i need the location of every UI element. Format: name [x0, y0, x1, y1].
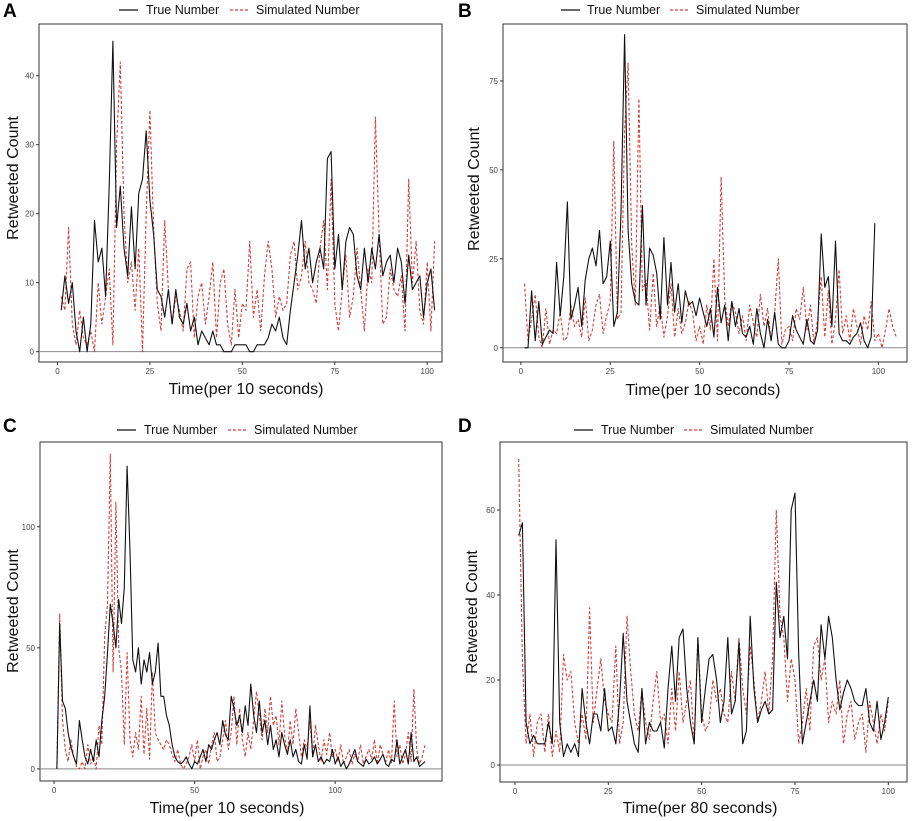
plot-area-b: 0 25 50 75 100 0 25 50 75	[489, 23, 908, 376]
plot-frame	[499, 441, 908, 783]
x-tick-label: 25	[604, 787, 613, 796]
x-tick-label: 0	[52, 786, 57, 795]
legend-c: True Number Simulated Number	[117, 423, 358, 437]
panel-label-d: D	[458, 416, 472, 437]
legend-a: True Number Simulated Number	[119, 3, 360, 17]
y-axis-title-b: Retweeted Count	[466, 127, 483, 251]
legend-true-label: True Number	[144, 423, 217, 437]
legend-true-label: True Number	[146, 3, 219, 17]
x-axis-title-d: Time(per 80 seconds)	[622, 800, 777, 817]
panel-label-b: B	[458, 1, 472, 22]
x-axis-title-c: Time(per 10 seconds)	[149, 800, 304, 817]
panel-b: B True Number Simulated Number Retweeted…	[458, 1, 908, 399]
legend-simulated-label: Simulated Number	[256, 3, 360, 17]
y-tick-label: 100	[22, 523, 36, 532]
series-simulated-number-line	[523, 62, 897, 349]
x-tick-label: 0	[513, 787, 518, 796]
y-tick-label: 50	[489, 166, 498, 175]
x-tick-label: 25	[145, 367, 154, 376]
y-axis-title-d: Retweeted Count	[464, 550, 481, 674]
legend-true-label: True Number	[587, 3, 660, 17]
panel-c: C True Number Simulated Number Retweeted…	[3, 416, 443, 817]
y-tick-label: 20	[25, 210, 34, 219]
plot-area-d: 0 25 50 75 100 0 20 40 60	[486, 441, 908, 796]
y-tick-label: 40	[486, 591, 495, 600]
plot-frame	[39, 441, 443, 782]
y-tick-label: 20	[486, 676, 495, 685]
y-tick-label: 0	[31, 765, 36, 774]
x-tick-label: 0	[519, 367, 524, 376]
x-tick-label: 100	[328, 786, 342, 795]
y-axis-title-c: Retweeted Count	[5, 549, 22, 673]
plot-area-a: 0 25 50 75 100 0 10 20 30 40	[25, 23, 443, 376]
series-simulated-number-line	[518, 458, 889, 758]
y-tick-label: 50	[26, 644, 35, 653]
plot-frame	[502, 23, 908, 363]
x-tick-label: 0	[55, 367, 60, 376]
series-simulated-number-line	[60, 61, 436, 353]
legend-simulated-label: Simulated Number	[710, 423, 814, 437]
x-tick-label: 50	[695, 367, 704, 376]
series-true-number-line	[518, 492, 889, 758]
legend-d: True Number Simulated Number	[574, 423, 814, 437]
y-tick-label: 75	[489, 77, 498, 86]
x-tick-label: 25	[606, 367, 615, 376]
legend-simulated-label: Simulated Number	[254, 423, 358, 437]
y-tick-label: 40	[25, 72, 34, 81]
series-true-number-line	[56, 465, 426, 770]
plot-area-c: 0 50 100 0 50 100	[22, 441, 443, 795]
y-tick-label: 0	[494, 344, 499, 353]
y-axis-title-a: Retweeted Count	[5, 116, 22, 240]
y-tick-label: 0	[30, 348, 35, 357]
x-axis-title-b: Time(per 10 seconds)	[625, 382, 780, 399]
panel-d: D True Number Simulated Number Retweeted…	[458, 416, 908, 817]
x-tick-label: 50	[238, 367, 247, 376]
plot-frame	[38, 23, 443, 363]
x-tick-label: 75	[791, 787, 800, 796]
x-tick-label: 50	[697, 787, 706, 796]
panel-label-c: C	[3, 416, 17, 437]
y-tick-label: 25	[489, 255, 498, 264]
x-tick-label: 100	[872, 367, 886, 376]
legend-true-label: True Number	[601, 423, 674, 437]
x-tick-label: 75	[330, 367, 339, 376]
panel-label-a: A	[3, 1, 17, 22]
legend-simulated-label: Simulated Number	[696, 3, 800, 17]
panel-a: A True Number Simulated Number Retweeted…	[3, 1, 443, 398]
y-tick-label: 60	[486, 506, 495, 515]
x-axis-title-a: Time(per 10 seconds)	[168, 381, 323, 398]
x-tick-label: 75	[785, 367, 794, 376]
series-true-number-line	[524, 34, 876, 349]
y-tick-label: 30	[25, 141, 34, 150]
series-true-number-line	[60, 40, 436, 353]
x-tick-label: 100	[882, 787, 896, 796]
x-tick-label: 50	[190, 786, 199, 795]
x-tick-label: 100	[421, 367, 435, 376]
legend-b: True Number Simulated Number	[561, 3, 800, 17]
y-tick-label: 10	[25, 279, 34, 288]
y-tick-label: 0	[491, 761, 496, 770]
